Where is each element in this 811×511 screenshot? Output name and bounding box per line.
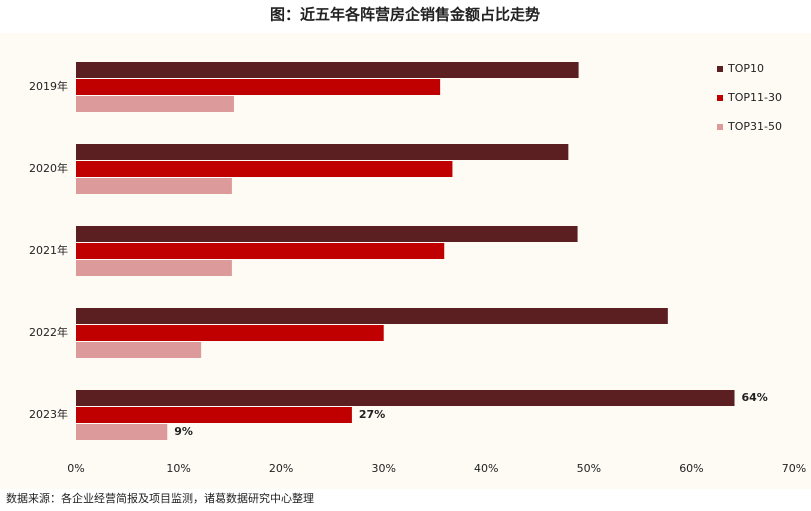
source-note: 数据来源：各企业经营简报及项目监测，诸葛数据研究中心整理: [6, 491, 314, 505]
legend-label: TOP31-50: [727, 120, 782, 133]
bar: [76, 390, 735, 406]
bar: [76, 424, 168, 440]
y-tick-label: 2023年: [29, 407, 68, 421]
value-label: 9%: [174, 425, 193, 438]
legend-marker: [717, 95, 723, 101]
y-tick-label: 2020年: [29, 161, 68, 175]
y-tick-label: 2019年: [29, 79, 68, 93]
x-tick-label: 60%: [679, 462, 703, 475]
chart-title: 图：近五年各阵营房企销售金额占比走势: [270, 6, 540, 24]
bar: [76, 96, 234, 112]
bar: [76, 161, 453, 177]
legend-label: TOP10: [727, 62, 764, 75]
bar: [76, 226, 578, 242]
bar: [76, 342, 202, 358]
bar: [76, 325, 384, 341]
x-tick-label: 0%: [67, 462, 84, 475]
bar: [76, 260, 232, 276]
x-tick-label: 30%: [371, 462, 395, 475]
bar: [76, 144, 569, 160]
legend-marker: [717, 124, 723, 130]
y-tick-label: 2021年: [29, 243, 68, 257]
value-label: 27%: [359, 408, 385, 421]
bar: [76, 178, 232, 194]
value-label: 64%: [742, 391, 768, 404]
y-tick-label: 2022年: [29, 325, 68, 339]
bar: [76, 79, 441, 95]
bar: [76, 308, 668, 324]
x-tick-label: 40%: [474, 462, 498, 475]
x-tick-label: 50%: [577, 462, 601, 475]
legend-marker: [717, 66, 723, 72]
bar: [76, 243, 445, 259]
bar: [76, 407, 352, 423]
legend-label: TOP11-30: [727, 91, 782, 104]
x-tick-label: 70%: [782, 462, 806, 475]
bar: [76, 62, 579, 78]
x-tick-label: 20%: [269, 462, 293, 475]
x-tick-label: 10%: [166, 462, 190, 475]
